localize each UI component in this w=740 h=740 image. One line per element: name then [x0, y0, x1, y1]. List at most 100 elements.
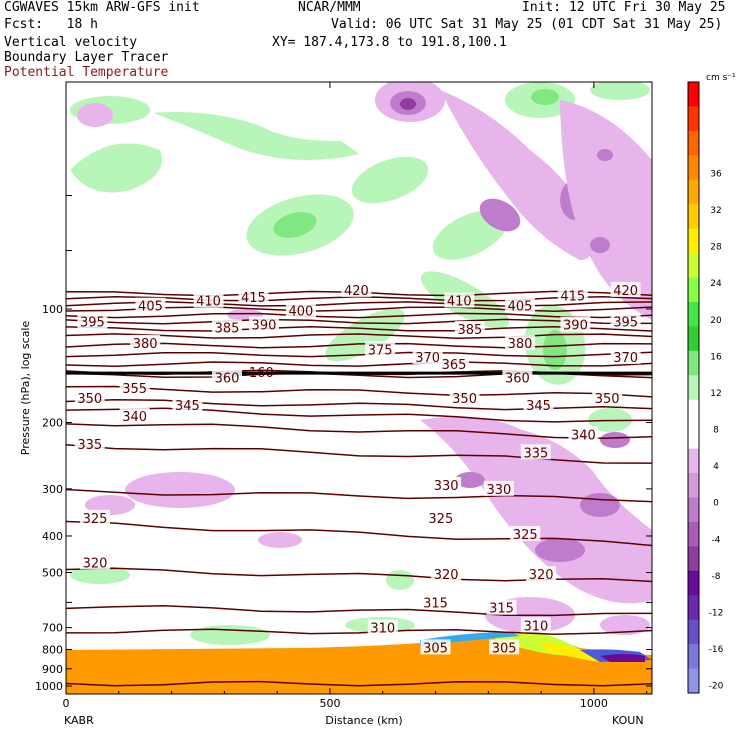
- colorbar-swatch: [688, 228, 699, 254]
- vv-down-region: [600, 432, 630, 448]
- colorbar-swatch: [688, 253, 699, 279]
- vv-down-region: [590, 237, 610, 253]
- field-potential-temperature: Potential Temperature: [4, 65, 169, 80]
- theta-contour-340: [66, 423, 652, 439]
- theta-label: 405: [138, 300, 163, 315]
- theta-label-bg: [449, 389, 480, 405]
- theta-contours: [66, 290, 652, 687]
- theta-label-bg: [610, 348, 641, 364]
- theta-label: 315: [423, 596, 448, 611]
- theta-label-bg: [520, 444, 551, 460]
- colorbar-label: 32: [710, 206, 721, 216]
- theta-label: 415: [241, 291, 266, 306]
- tracer-high-values: [540, 642, 600, 662]
- theta-contour-380: [66, 342, 652, 349]
- theta-contour-390: [66, 326, 652, 332]
- theta-label-bg: [193, 292, 224, 308]
- theta-label: 370: [415, 351, 440, 366]
- vv-up-region: [190, 625, 270, 645]
- theta-label: 410: [447, 295, 472, 310]
- colorbar-swatch: [688, 473, 699, 498]
- theta-label: 380: [508, 337, 533, 352]
- theta-label: 375: [368, 343, 393, 358]
- theta-label: 325: [513, 528, 538, 543]
- vv-down-region: [77, 103, 113, 127]
- colorbar-swatch: [688, 204, 699, 230]
- end-station-label: KOUN: [612, 714, 644, 727]
- theta-contour-370: [66, 361, 652, 368]
- field-vertical-velocity: Vertical velocity: [4, 35, 138, 50]
- colorbar-label: 12: [710, 389, 721, 399]
- theta-label-bg: [520, 617, 551, 633]
- theta-label-bg: [483, 480, 514, 496]
- colorbar-swatch: [688, 619, 699, 645]
- theta-label: 335: [523, 446, 548, 461]
- colorbar-swatch: [688, 277, 699, 303]
- colorbar-label: 28: [710, 243, 722, 253]
- theta-label: 415: [560, 289, 585, 304]
- theta-label-bg: [80, 509, 111, 525]
- theta-label-bg: [526, 566, 557, 582]
- x-tick-label: 500: [319, 697, 340, 710]
- theta-label: 325: [83, 512, 108, 527]
- x-tick-label: 0: [63, 697, 70, 710]
- header-model: CGWAVES 15km ARW-GFS init: [4, 0, 200, 15]
- colorbar-label: -8: [712, 572, 721, 582]
- colorbar-unit: cm s⁻¹: [706, 73, 736, 83]
- y-tick-label: 200: [42, 416, 63, 429]
- theta-label-bg: [212, 369, 243, 385]
- colorbar-swatch: [688, 668, 699, 694]
- theta-contour-315: [66, 604, 652, 617]
- theta-label-bg: [502, 369, 533, 385]
- theta-label-bg: [285, 302, 316, 318]
- colorbar-swatch: [688, 595, 699, 621]
- theta-label-bg: [557, 287, 588, 303]
- theta-contour-385: [66, 333, 652, 339]
- theta-label: 355: [122, 382, 147, 397]
- y-tick-label: 1000: [35, 680, 63, 693]
- header-xy: XY= 187.4,173.8 to 191.8,100.1: [272, 35, 507, 50]
- theta-label-bg: [365, 341, 396, 357]
- theta-label: 320: [83, 556, 108, 571]
- theta-label: 420: [344, 284, 369, 299]
- theta-label: 305: [423, 641, 448, 656]
- theta-contour-335: [66, 444, 652, 464]
- theta-label-bg: [172, 397, 203, 413]
- vv-up-region: [531, 89, 559, 105]
- theta-label: 365: [442, 358, 467, 373]
- plot-frame: [65, 81, 653, 695]
- theta-label: 370: [613, 351, 638, 366]
- vv-down-region: [440, 90, 594, 260]
- theta-label-bg: [439, 356, 470, 372]
- colorbar-frame: [687, 81, 700, 694]
- tracer-high-values: [600, 654, 645, 662]
- vertical-velocity-shading: [70, 82, 652, 645]
- header-org: NCAR/MMM: [298, 0, 361, 15]
- colorbar-swatch: [688, 424, 699, 450]
- theta-label: 330: [434, 479, 459, 494]
- theta-contour-350: [66, 398, 652, 411]
- vv-up-region: [351, 156, 429, 204]
- theta-label-bg: [523, 397, 554, 413]
- theta-label-bg: [420, 639, 451, 655]
- theta-label-bg: [412, 348, 443, 364]
- theta-label-bg: [74, 435, 105, 451]
- colorbar-swatch: [688, 399, 699, 425]
- start-station-label: KABR: [64, 714, 94, 727]
- theta-contour-400: [66, 312, 652, 319]
- theta-contour-395: [66, 318, 652, 325]
- y-tick-label: 800: [42, 643, 63, 656]
- theta-contour-305: [66, 680, 652, 687]
- vv-up-region: [543, 330, 567, 370]
- colorbar-swatch: [688, 179, 699, 205]
- theta-contour-310: [66, 628, 652, 635]
- theta-label-bg: [248, 316, 279, 332]
- theta-label: 310: [370, 622, 395, 637]
- theta-label: 360: [505, 372, 530, 387]
- theta-label: 380: [133, 337, 158, 352]
- colorbar-swatch: [688, 130, 699, 156]
- theta-label: 395: [80, 316, 105, 331]
- theta-label-bg: [505, 297, 536, 313]
